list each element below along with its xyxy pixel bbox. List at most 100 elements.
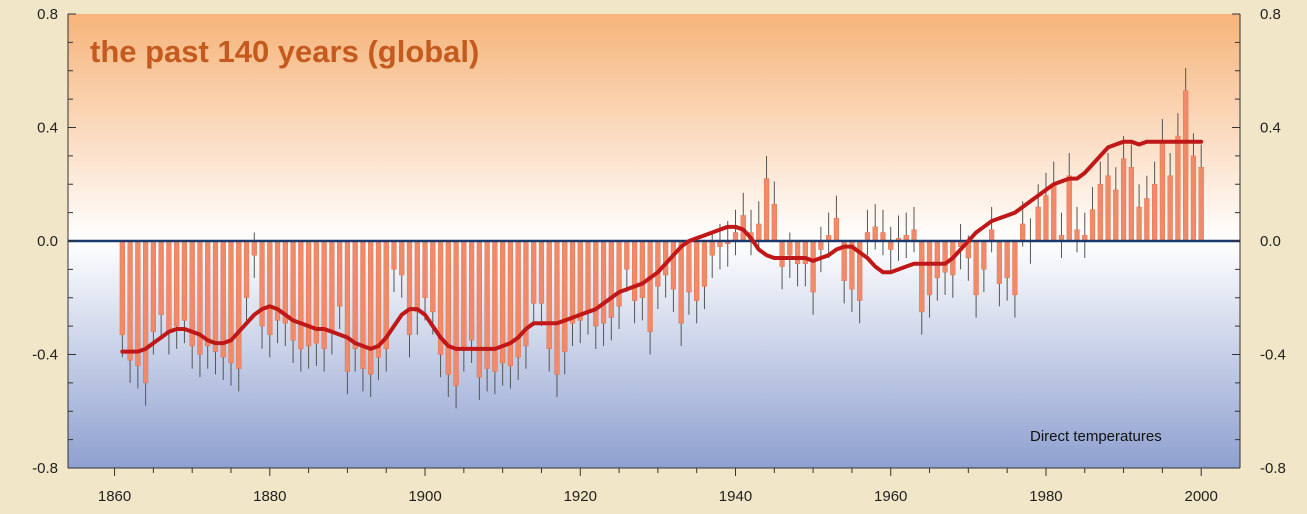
anomaly-bar bbox=[212, 240, 219, 352]
y-tick-label-left: -0.4 bbox=[32, 347, 58, 364]
anomaly-bar bbox=[1144, 198, 1150, 242]
y-tick-label-right: -0.8 bbox=[1260, 460, 1286, 477]
anomaly-bar bbox=[647, 240, 653, 333]
anomaly-bar bbox=[810, 240, 816, 293]
anomaly-bar bbox=[996, 240, 1002, 284]
direct-temperatures-label: Direct temperatures bbox=[1030, 428, 1162, 445]
anomaly-bar bbox=[701, 240, 708, 287]
anomaly-bar bbox=[911, 229, 917, 242]
smoothed-line bbox=[120, 139, 1204, 354]
anomaly-bar bbox=[391, 240, 397, 270]
anomaly-bar bbox=[678, 240, 684, 324]
anomaly-bar bbox=[461, 240, 467, 350]
anomaly-bar bbox=[406, 240, 413, 335]
y-tick-label-left: 0.0 bbox=[37, 233, 58, 250]
anomaly-bar bbox=[445, 240, 451, 375]
anomaly-bar bbox=[585, 240, 591, 313]
anomaly-bar bbox=[1004, 240, 1010, 279]
anomaly-bar bbox=[267, 240, 273, 335]
y-tick-label-left: 0.8 bbox=[37, 6, 58, 23]
x-tick-label: 2000 bbox=[1185, 488, 1218, 505]
anomaly-bar bbox=[616, 240, 622, 307]
anomaly-bar bbox=[243, 240, 250, 298]
anomaly-bar bbox=[174, 240, 180, 327]
anomaly-bar bbox=[631, 240, 638, 301]
anomaly-bar bbox=[1113, 189, 1119, 242]
anomaly-bar bbox=[399, 240, 405, 276]
anomaly-bar bbox=[546, 240, 552, 350]
anomaly-bar bbox=[375, 240, 382, 358]
anomaly-bar bbox=[251, 240, 257, 256]
anomaly-bar bbox=[329, 240, 335, 333]
anomaly-bar bbox=[872, 226, 878, 242]
anomaly-bar bbox=[763, 178, 770, 242]
anomaly-bar bbox=[1089, 209, 1096, 242]
anomaly-bar bbox=[833, 218, 840, 242]
x-tick-label: 1880 bbox=[253, 488, 286, 505]
y-tick-label-right: 0.8 bbox=[1260, 6, 1281, 23]
anomaly-bar bbox=[205, 240, 211, 347]
anomaly-bar bbox=[531, 240, 537, 304]
anomaly-bar bbox=[321, 240, 327, 350]
anomaly-bar bbox=[639, 240, 645, 298]
anomaly-bar bbox=[934, 240, 940, 279]
anomaly-bar bbox=[554, 240, 560, 375]
anomaly-bar bbox=[663, 240, 669, 276]
anomaly-bar bbox=[220, 240, 226, 358]
anomaly-bar bbox=[228, 240, 234, 364]
anomaly-bar bbox=[709, 240, 715, 256]
anomaly-bar bbox=[507, 240, 514, 367]
anomaly-bar bbox=[259, 240, 265, 327]
anomaly-bar bbox=[732, 232, 739, 242]
anomaly-bar bbox=[1198, 167, 1204, 242]
anomaly-bar bbox=[492, 240, 498, 372]
anomaly-bar bbox=[562, 240, 568, 352]
y-tick-label-left: -0.8 bbox=[32, 460, 58, 477]
anomaly-bar bbox=[624, 240, 630, 270]
anomaly-bar bbox=[181, 240, 188, 321]
anomaly-bar bbox=[1012, 240, 1018, 296]
anomaly-bar bbox=[1128, 167, 1134, 242]
anomaly-bar bbox=[1159, 141, 1165, 242]
anomaly-bar bbox=[1167, 175, 1173, 242]
anomaly-bar bbox=[158, 240, 164, 315]
x-tick-label: 1900 bbox=[408, 488, 441, 505]
y-tick-label-left: 0.4 bbox=[37, 120, 58, 137]
anomaly-bar bbox=[818, 240, 824, 250]
anomaly-bar bbox=[787, 240, 793, 256]
anomaly-bar bbox=[119, 240, 125, 335]
anomaly-bar bbox=[686, 240, 692, 293]
anomaly-bar bbox=[756, 223, 762, 242]
anomaly-bar bbox=[577, 240, 583, 321]
anomaly-bar bbox=[569, 240, 576, 324]
anomaly-bar bbox=[166, 240, 172, 333]
anomaly-bar bbox=[1190, 155, 1197, 242]
anomaly-bar bbox=[1152, 184, 1158, 242]
anomaly-bar bbox=[453, 240, 459, 386]
anomaly-bar bbox=[1175, 135, 1181, 242]
anomaly-bar bbox=[135, 240, 141, 367]
anomaly-bar bbox=[942, 240, 948, 273]
anomaly-bar bbox=[150, 240, 156, 333]
anomaly-bar bbox=[779, 240, 785, 267]
anomaly-bar bbox=[1097, 184, 1103, 242]
anomaly-bar bbox=[422, 240, 428, 298]
x-tick-label: 1980 bbox=[1029, 488, 1062, 505]
anomaly-bar bbox=[127, 240, 133, 361]
anomaly-bar bbox=[298, 240, 304, 350]
anomaly-bar bbox=[1043, 195, 1049, 242]
anomaly-bar bbox=[593, 240, 599, 327]
anomaly-bar bbox=[1183, 90, 1189, 242]
anomaly-bar bbox=[1035, 206, 1041, 242]
anomaly-bar bbox=[1051, 184, 1057, 242]
anomaly-bar bbox=[368, 240, 374, 375]
anomaly-bar bbox=[1120, 158, 1127, 242]
anomaly-bar bbox=[1105, 175, 1111, 242]
anomaly-bar bbox=[414, 240, 420, 313]
x-tick-label: 1940 bbox=[719, 488, 752, 505]
anomaly-bar bbox=[337, 240, 343, 307]
anomaly-bar bbox=[973, 240, 979, 296]
anomaly-bar bbox=[344, 240, 351, 372]
anomaly-bar bbox=[282, 240, 288, 324]
